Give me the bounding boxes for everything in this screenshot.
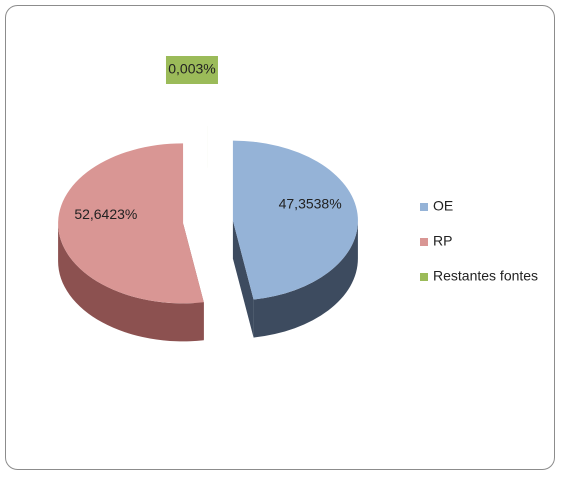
legend-label: Restantes fontes (433, 268, 538, 284)
legend-label: OE (433, 198, 453, 214)
data-label: 0,003% (168, 61, 215, 77)
data-label: 52,6423% (74, 206, 137, 222)
data-label: 47,3538% (279, 195, 342, 211)
legend-swatch (420, 238, 428, 246)
legend-label: RP (433, 233, 452, 249)
legend-swatch (420, 273, 428, 281)
legend-swatch (420, 203, 428, 211)
